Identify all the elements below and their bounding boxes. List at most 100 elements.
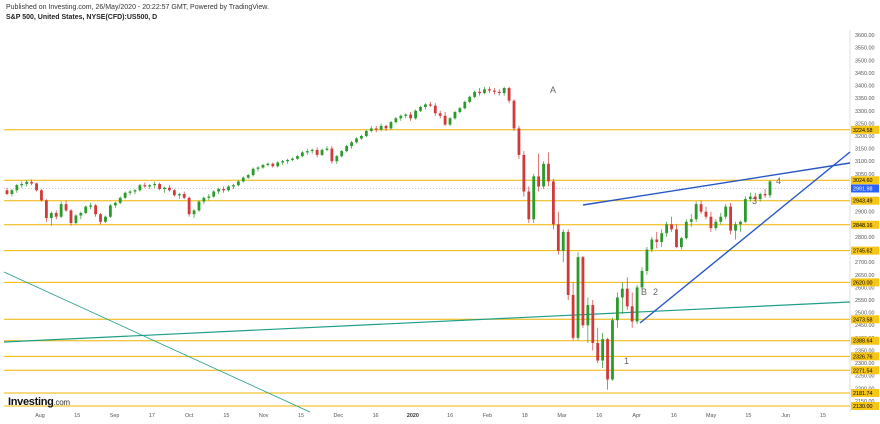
candle-body (350, 142, 353, 147)
candle-body (473, 91, 477, 97)
wedge-upper-line (582, 162, 851, 206)
price-tick-label: 2250.00 (855, 374, 875, 380)
candle-body (414, 110, 417, 119)
candle-body (670, 224, 673, 230)
wedge-lower-line (639, 151, 851, 324)
candle-body (684, 221, 688, 239)
candle-body (197, 201, 201, 211)
candle-body (650, 239, 654, 250)
candle-body (241, 177, 245, 182)
candle-body (655, 239, 659, 242)
candle-body (763, 194, 767, 196)
candle-body (138, 185, 142, 191)
wave-label-B: B (641, 287, 647, 297)
date-tick-label: 15 (223, 413, 229, 419)
price-tick-label: 3450.00 (855, 71, 875, 77)
candle-body (158, 183, 161, 189)
wave-label-4: 4 (776, 176, 781, 186)
candle-body (133, 190, 137, 192)
candle-body (364, 130, 368, 136)
candle-body (483, 89, 486, 94)
candle-body (296, 156, 299, 159)
level-tag-label: 2620.00 (853, 280, 873, 286)
plot-frame (4, 30, 851, 412)
price-tick-label: 2600.00 (855, 285, 875, 291)
candle-body (172, 190, 176, 196)
candle-body (79, 212, 83, 216)
candle-body (399, 115, 403, 119)
candle-body (153, 183, 157, 186)
level-tag: 2271.54 (851, 366, 879, 375)
level-tag-bg (851, 388, 879, 397)
investing-logo: Investing.com (8, 396, 70, 408)
candle-body (325, 148, 329, 150)
candle-body (497, 91, 501, 94)
candle-body (463, 101, 467, 109)
level-tag: 2130.00 (851, 402, 879, 410)
candle-body (753, 196, 757, 200)
date-tick-label: 15 (298, 413, 304, 419)
candle-body (379, 125, 383, 130)
price-tick-label: 2550.00 (855, 298, 875, 304)
level-tag-bg (851, 402, 879, 410)
candle-body (256, 167, 260, 169)
candle-body (709, 216, 713, 229)
candle-body (645, 249, 649, 271)
price-tick-label: 3350.00 (855, 96, 875, 102)
date-tick-label: Dec (333, 413, 343, 419)
candle-body (502, 88, 506, 94)
price-tick-label: 2900.00 (855, 210, 875, 216)
candle-body (448, 118, 452, 125)
level-tag-label: 2848.16 (853, 223, 873, 229)
price-tick-label: 3500.00 (855, 58, 875, 64)
level-tag-bg (851, 352, 879, 361)
down-trend-line (3, 271, 311, 413)
date-tick-label: 15 (74, 413, 80, 419)
candle-body (360, 135, 363, 139)
candle-body (552, 181, 555, 225)
candle-body (492, 90, 496, 92)
candle-body (611, 320, 614, 380)
price-tick-label: 3200.00 (855, 134, 875, 140)
candle-body (281, 161, 285, 163)
candle-body (30, 181, 34, 184)
wave-label-3: 3 (752, 196, 757, 206)
candle-body (187, 197, 191, 215)
candle-body (59, 204, 63, 217)
date-tick-label: Nov (259, 413, 269, 419)
trend-lines (3, 151, 851, 413)
candle-body (458, 108, 462, 113)
price-tick-label: 2450.00 (855, 323, 875, 329)
candle-body (355, 138, 358, 143)
price-tick-label: 3400.00 (855, 84, 875, 90)
level-tag-bg (851, 246, 879, 255)
candle-body (5, 190, 9, 195)
date-tick-label: Sep (110, 413, 120, 419)
candle-body (630, 306, 634, 322)
level-tags: 3224.58 3024.60 2943.49 2848.16 2745.62 2620.… (851, 125, 879, 410)
level-tag-label: 2388.64 (853, 339, 873, 345)
candle-body (616, 297, 619, 321)
price-tick-label: 2350.00 (855, 348, 875, 354)
candle-body (532, 176, 536, 220)
candle-body (232, 185, 235, 187)
candle-body (15, 185, 19, 191)
candle-body (428, 104, 432, 106)
candle-body (576, 257, 580, 338)
level-tag-label: 2271.54 (853, 368, 873, 374)
candle-body (374, 128, 378, 130)
candle-body (689, 219, 693, 222)
price-tick-label: 2150.00 (855, 399, 875, 405)
date-tick-label: Jun (781, 413, 790, 419)
date-tick-label: Oct (185, 413, 194, 419)
candle-body (291, 158, 294, 160)
candle-body (433, 105, 437, 114)
price-tick-label: 2500.00 (855, 311, 875, 317)
candle-body (404, 114, 408, 116)
candle-body (714, 221, 718, 229)
candle-body (222, 188, 225, 191)
candle-body (522, 154, 526, 192)
current-price-label: 2991.98 (853, 186, 873, 192)
candle-body (724, 206, 728, 217)
